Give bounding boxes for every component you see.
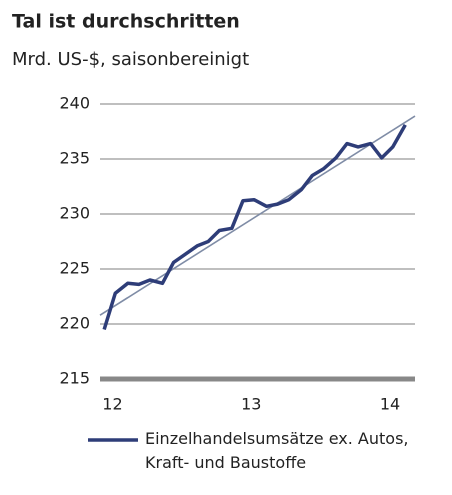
x-tick-label: 14 [380, 395, 400, 414]
chart-subtitle: Mrd. US-$, saisonbereinigt [12, 49, 249, 70]
y-tick-label: 215 [59, 369, 90, 388]
x-tick-label: 12 [102, 395, 122, 414]
y-tick-label: 235 [59, 149, 90, 168]
y-tick-label: 220 [59, 314, 90, 333]
y-tick-label: 230 [59, 204, 90, 223]
series-line [102, 124, 407, 331]
x-tick-label: 13 [241, 395, 261, 414]
chart-title: Tal ist durchschritten [12, 11, 240, 33]
y-tick-label: 225 [59, 259, 90, 278]
legend-label: Einzelhandelsumsätze ex. Autos, Kraft- u… [145, 429, 409, 472]
y-tick-label: 240 [59, 94, 90, 113]
